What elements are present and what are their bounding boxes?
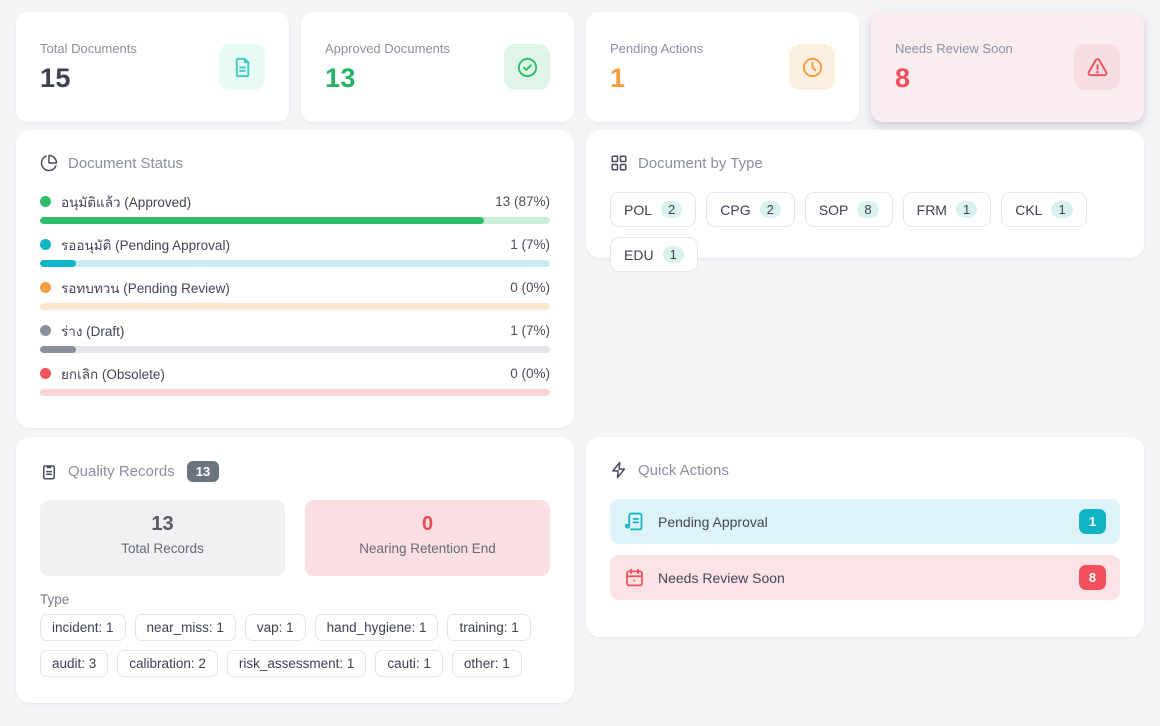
stat-card-needs-review-soon[interactable]: Needs Review Soon 8 xyxy=(871,12,1144,122)
quick-action-pending-approval[interactable]: Pending Approval 1 xyxy=(610,499,1120,544)
status-row-draft: ร่าง (Draft) 1 (7%) xyxy=(40,321,550,353)
progress-bar xyxy=(40,217,550,224)
dashboard-page: Total Documents 15 Approved Documents 13… xyxy=(16,12,1144,703)
status-label: รออนุมัติ (Pending Approval) xyxy=(61,237,230,253)
record-type-chip: audit: 3 xyxy=(40,650,109,677)
status-dot xyxy=(40,325,51,336)
stat-label: Total Records xyxy=(121,541,204,556)
status-dot xyxy=(40,368,51,379)
stat-label: Total Documents xyxy=(40,40,137,56)
lightning-bolt-icon xyxy=(612,461,626,479)
stat-label: Needs Review Soon xyxy=(895,40,1013,56)
status-value: 1 (7%) xyxy=(510,237,550,252)
chip-count: 1 xyxy=(1051,201,1073,218)
doc-type-chip-cpg: CPG 2 xyxy=(706,192,795,227)
panel-title: Document Status xyxy=(68,154,184,172)
panel-title: Quality Records xyxy=(68,463,175,480)
chip-count: 2 xyxy=(759,201,781,218)
doc-type-chip-ckl: CKL 1 xyxy=(1001,192,1087,227)
doc-type-chip-sop: SOP 8 xyxy=(804,192,893,227)
status-label: ร่าง (Draft) xyxy=(61,323,125,339)
chip-count: 1 xyxy=(662,246,684,263)
file-icon xyxy=(219,44,265,90)
progress-bar xyxy=(40,260,550,267)
record-type-chip: incident: 1 xyxy=(40,614,126,641)
status-value: 1 (7%) xyxy=(510,323,550,338)
stat-card-approved-documents[interactable]: Approved Documents 13 xyxy=(301,12,574,122)
nearing-retention-stat: 0 Nearing Retention End xyxy=(305,500,550,576)
quick-action-label: Pending Approval xyxy=(658,513,768,530)
quick-action-label: Needs Review Soon xyxy=(658,569,785,586)
document-by-type-panel: Document by Type POL 2 CPG 2 SOP 8 FRM 1 CKL… xyxy=(586,130,1144,272)
type-section-label: Type xyxy=(40,592,70,607)
status-label: รอทบทวน (Pending Review) xyxy=(61,280,230,296)
records-count-badge: 13 xyxy=(186,461,220,482)
status-row-approved: อนุมัติแล้ว (Approved) 13 (87%) xyxy=(40,192,550,224)
chip-count: 2 xyxy=(661,201,683,218)
quick-action-badge: 1 xyxy=(1079,509,1106,534)
quick-action-needs-review[interactable]: Needs Review Soon 8 xyxy=(610,555,1120,600)
chip-count: 8 xyxy=(857,201,879,218)
status-label: ยกเลิก (Obsolete) xyxy=(61,366,165,382)
stat-cards-row: Total Documents 15 Approved Documents 13… xyxy=(16,12,1144,122)
record-type-chip: other: 1 xyxy=(451,650,522,677)
stat-value: 1 xyxy=(610,62,626,93)
status-dot xyxy=(40,282,51,293)
clipboard-icon xyxy=(43,464,55,479)
calendar-icon xyxy=(624,567,645,588)
main-grid: Document Status อนุมัติแล้ว (Approved) 1… xyxy=(16,130,1144,703)
status-dot xyxy=(40,196,51,207)
record-type-chip: vap: 1 xyxy=(244,614,306,641)
stat-label: Pending Actions xyxy=(610,40,704,56)
clock-icon xyxy=(789,44,835,90)
quick-action-badge: 8 xyxy=(1079,565,1106,590)
record-type-chip: hand_hygiene: 1 xyxy=(314,614,439,641)
status-dot xyxy=(40,239,51,250)
record-type-chip: calibration: 2 xyxy=(117,650,218,677)
record-type-chip: training: 1 xyxy=(447,614,531,641)
status-row-pending-approval: รออนุมัติ (Pending Approval) 1 (7%) xyxy=(40,235,550,267)
stat-card-pending-actions[interactable]: Pending Actions 1 xyxy=(586,12,859,122)
chip-count: 1 xyxy=(955,201,978,218)
record-type-chip: cauti: 1 xyxy=(375,650,443,677)
quick-actions-panel: Quick Actions Pending Approval 1 Needs R… xyxy=(586,437,1144,637)
stat-value: 15 xyxy=(40,62,71,93)
status-value: 13 (87%) xyxy=(495,194,550,209)
stat-value: 8 xyxy=(895,62,911,93)
stat-value: 13 xyxy=(325,62,356,93)
stat-label: Nearing Retention End xyxy=(359,541,496,556)
status-label: อนุมัติแล้ว (Approved) xyxy=(61,194,192,210)
stat-value: 13 xyxy=(151,513,174,535)
record-type-chip: risk_assessment: 1 xyxy=(226,650,367,677)
doc-type-chip-frm: FRM 1 xyxy=(902,192,992,227)
progress-bar xyxy=(40,303,550,310)
stat-value: 0 xyxy=(421,513,434,535)
panel-title: Document by Type xyxy=(638,154,763,172)
warning-triangle-icon xyxy=(1074,44,1120,90)
check-circle-icon xyxy=(504,44,550,90)
status-row-pending-review: รอทบทวน (Pending Review) 0 (0%) xyxy=(40,278,550,310)
panel-title: Quick Actions xyxy=(638,461,729,479)
stat-label: Approved Documents xyxy=(325,40,451,56)
progress-bar xyxy=(40,389,550,396)
status-row-obsolete: ยกเลิก (Obsolete) 0 (0%) xyxy=(40,364,550,396)
document-status-panel: Document Status อนุมัติแล้ว (Approved) 1… xyxy=(16,130,574,428)
total-records-stat: 13 Total Records xyxy=(40,500,285,576)
scroll-icon xyxy=(624,511,645,532)
quality-records-panel: Quality Records 13 13 Total Records 0 Ne… xyxy=(16,437,574,703)
pie-chart-icon xyxy=(40,154,58,172)
stat-card-total-documents[interactable]: Total Documents 15 xyxy=(16,12,289,122)
status-value: 0 (0%) xyxy=(510,366,550,381)
doc-type-chip-edu: EDU 1 xyxy=(610,237,698,272)
progress-bar xyxy=(40,346,550,353)
status-value: 0 (0%) xyxy=(510,280,550,295)
grid-icon xyxy=(611,155,627,171)
record-type-chip: near_miss: 1 xyxy=(134,614,236,641)
doc-type-chip-pol: POL 2 xyxy=(610,192,697,227)
